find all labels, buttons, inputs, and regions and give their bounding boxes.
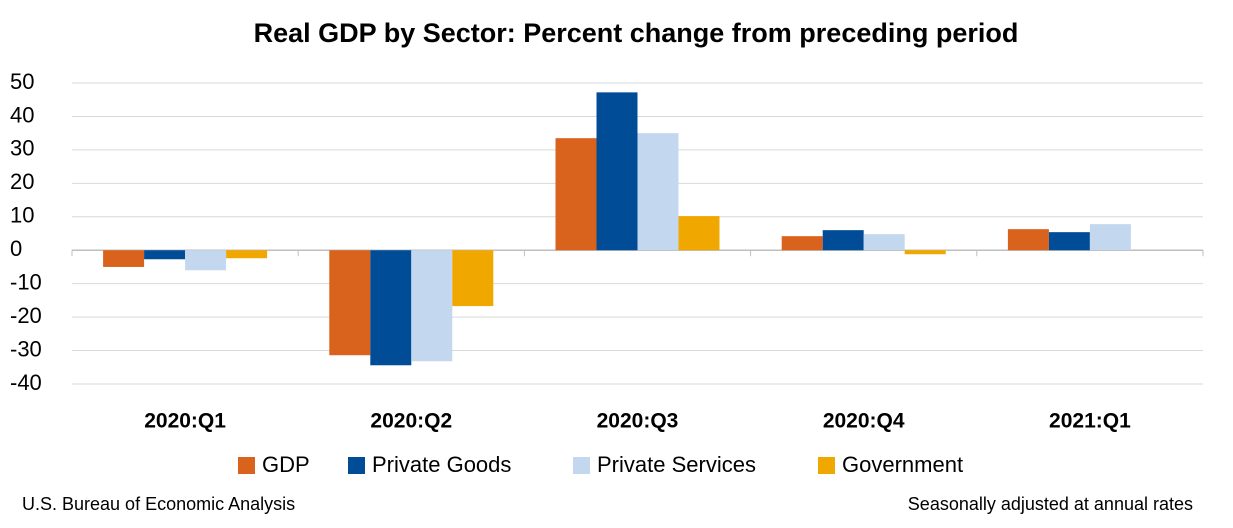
y-tick-label: -40 [10,370,42,395]
x-tick-label: 2020:Q2 [370,410,452,433]
bar [370,250,412,366]
y-tick-label: 40 [10,102,34,127]
bar [637,133,679,251]
bar [904,250,946,255]
bar [411,250,453,362]
bar [226,250,268,259]
bar [329,250,371,356]
bar [596,92,638,251]
x-tick-label: 2020:Q1 [144,410,226,433]
source: U.S. Bureau of Economic Analysis [22,494,295,514]
bar [863,234,905,251]
legend-swatch [238,457,255,474]
bar [678,216,720,251]
note: Seasonally adjusted at annual rates [908,494,1193,514]
bar [781,236,823,251]
bar [555,138,597,251]
x-tick-label: 2020:Q4 [823,410,905,433]
bar [1007,229,1049,251]
x-tick-label: 2021:Q1 [1049,410,1131,433]
legend-label: Government [842,452,963,477]
bar [452,250,494,307]
y-tick-label: -30 [10,336,42,361]
legend-swatch [348,457,365,474]
legend-label: Private Goods [372,452,511,477]
bar [103,250,145,267]
legend-swatch [573,457,590,474]
x-tick-label: 2020:Q3 [597,410,679,433]
legend-label: Private Services [597,452,756,477]
y-tick-label: -10 [10,269,42,294]
bar [185,250,227,271]
bar [144,250,186,260]
y-tick-label: 50 [10,69,34,94]
legend-swatch [818,457,835,474]
bar [822,230,864,251]
y-tick-label: 20 [10,169,34,194]
y-tick-label: 30 [10,136,34,161]
bar [1089,224,1131,251]
legend-label: GDP [262,452,310,477]
y-tick-label: -20 [10,303,42,328]
bar [1048,232,1090,251]
y-tick-label: 0 [10,236,22,261]
y-tick-label: 10 [10,203,34,228]
chart-title: Real GDP by Sector: Percent change from … [254,18,1019,48]
